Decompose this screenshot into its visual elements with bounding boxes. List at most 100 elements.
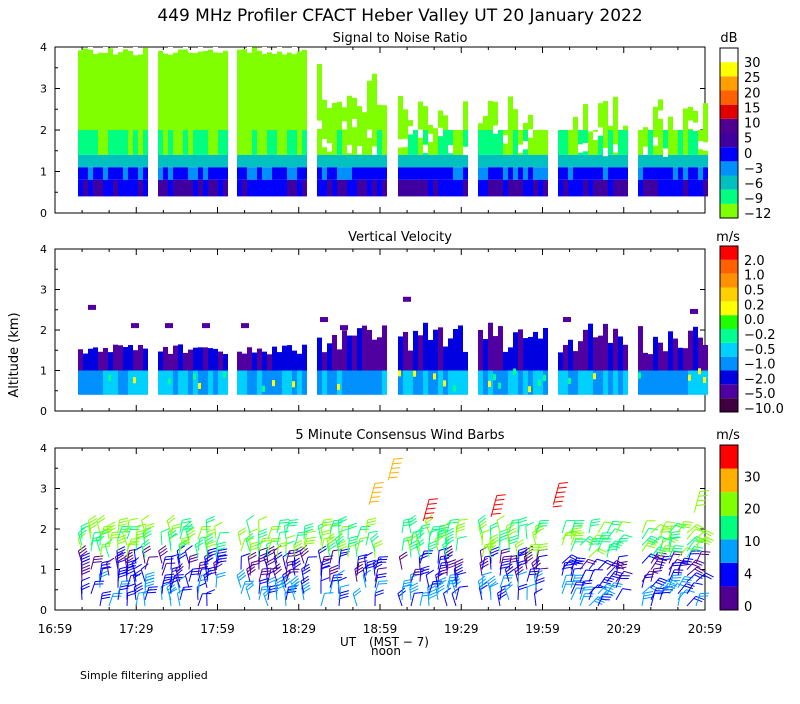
velocity-cell bbox=[193, 374, 196, 380]
velocity-cell bbox=[658, 371, 663, 395]
velocity-cell bbox=[463, 352, 468, 371]
snr-cell bbox=[382, 180, 387, 197]
snr-cell bbox=[478, 180, 483, 197]
snr-cell bbox=[118, 155, 123, 167]
snr-cell bbox=[277, 167, 282, 179]
snr-cell bbox=[242, 49, 247, 130]
wind-barb-flag bbox=[94, 556, 103, 557]
velocity-cell bbox=[398, 370, 401, 376]
snr-cell bbox=[608, 130, 613, 155]
wind-barb-flag bbox=[611, 524, 620, 525]
velocity-cell bbox=[588, 324, 593, 371]
velocity-cell bbox=[443, 380, 446, 386]
wind-barb-flag bbox=[682, 581, 691, 582]
snr-cell bbox=[257, 51, 262, 130]
wind-barb bbox=[420, 593, 423, 606]
snr-cell bbox=[247, 167, 252, 179]
snr-cell bbox=[593, 155, 598, 167]
wind-barb-flag bbox=[262, 540, 271, 541]
velocity-cell bbox=[372, 371, 377, 395]
snr-cell bbox=[573, 155, 578, 167]
wind-barb-flag bbox=[675, 546, 684, 547]
snr-cell bbox=[277, 155, 282, 167]
snr-colorbar-swatch bbox=[720, 133, 738, 147]
snr-cell bbox=[653, 155, 658, 167]
wind-barb-flag bbox=[192, 571, 201, 572]
snr-cell bbox=[188, 167, 193, 179]
snr-cell bbox=[237, 155, 242, 167]
snr-cell bbox=[282, 167, 287, 179]
snr-cell bbox=[362, 155, 367, 167]
wind-barb-flag bbox=[182, 519, 191, 521]
wind-barb-flag bbox=[538, 549, 547, 550]
velocity-cell bbox=[488, 381, 491, 387]
wind-barb bbox=[109, 594, 113, 606]
wind-barb bbox=[171, 557, 172, 570]
velocity-cell bbox=[623, 345, 628, 371]
wind-barb-flag bbox=[666, 522, 675, 523]
wind-barb-flag bbox=[358, 557, 367, 559]
velocity-cell bbox=[408, 371, 413, 395]
snr-cell bbox=[463, 101, 468, 130]
velocity-cell bbox=[103, 371, 108, 395]
velocity-cell bbox=[322, 352, 327, 370]
wind-barb-flag bbox=[371, 497, 380, 498]
snr-cell bbox=[297, 51, 302, 130]
wind-barb bbox=[598, 560, 607, 569]
velocity-cell bbox=[163, 347, 168, 371]
snr-cell bbox=[563, 180, 568, 197]
snr-cell bbox=[218, 53, 223, 130]
snr-cell bbox=[398, 155, 403, 167]
snr-cell bbox=[78, 155, 83, 167]
velocity-cell bbox=[643, 371, 648, 395]
wind-barb-flag bbox=[557, 492, 566, 493]
wind-barb-flag bbox=[619, 541, 628, 542]
snr-cell bbox=[543, 180, 548, 197]
snr-cell bbox=[603, 180, 608, 197]
velocity-cell bbox=[168, 354, 173, 371]
snr-cell bbox=[287, 180, 292, 197]
snr-cell bbox=[203, 180, 208, 197]
wind-barb-flag bbox=[459, 586, 468, 587]
snr-cell bbox=[337, 130, 342, 155]
snr-cell bbox=[513, 180, 518, 197]
wind-barb bbox=[304, 557, 308, 569]
wind-barb-flag bbox=[189, 560, 198, 563]
velocity-cell bbox=[247, 347, 252, 370]
wind-barb-flag bbox=[280, 519, 289, 520]
snr-cell bbox=[698, 167, 703, 179]
wind-barb bbox=[426, 575, 429, 588]
snr-cell bbox=[267, 130, 272, 155]
snr-cell bbox=[608, 155, 613, 167]
velocity-cell bbox=[528, 337, 533, 371]
snr-cell bbox=[613, 155, 618, 167]
snr-cell bbox=[297, 180, 302, 197]
snr-cell bbox=[458, 167, 463, 179]
snr-cell bbox=[78, 180, 83, 197]
snr-cell bbox=[478, 155, 483, 167]
snr-cell bbox=[538, 155, 543, 167]
velocity-colorbar-label: −2.0 bbox=[744, 372, 776, 387]
wind-barb-flag bbox=[138, 524, 147, 526]
wind-barb bbox=[145, 557, 149, 569]
snr-cell bbox=[337, 155, 342, 167]
velocity-cell bbox=[287, 345, 292, 370]
wind-barb-flag bbox=[307, 531, 316, 532]
snr-gap bbox=[688, 121, 693, 129]
snr-cell bbox=[483, 130, 488, 155]
velocity-cell bbox=[93, 371, 98, 395]
velocity-cell bbox=[698, 368, 701, 374]
snr-cell bbox=[163, 180, 168, 197]
snr-cell bbox=[372, 74, 377, 130]
wind-barb-flag bbox=[701, 552, 710, 553]
wind-barb-flag bbox=[615, 529, 624, 532]
snr-cell bbox=[83, 180, 88, 197]
snr-cell bbox=[523, 123, 528, 130]
snr-cell bbox=[133, 155, 138, 167]
wind-barb-flag bbox=[692, 564, 700, 567]
snr-cell bbox=[163, 155, 168, 167]
velocity-cell bbox=[523, 338, 528, 370]
velocity-cell bbox=[563, 371, 568, 395]
velocity-cell bbox=[88, 371, 93, 395]
